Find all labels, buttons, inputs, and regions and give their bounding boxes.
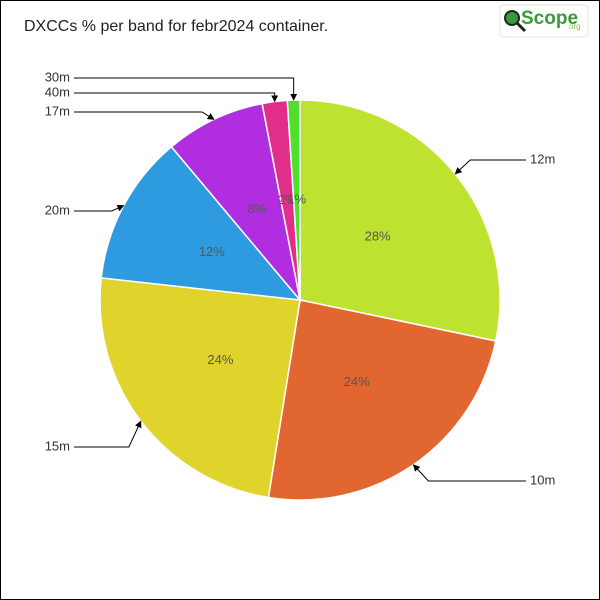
leader-line — [74, 204, 125, 212]
slice-label: 8% — [248, 201, 267, 216]
slice-label: 24% — [207, 352, 233, 367]
slice-label: 2% — [278, 192, 297, 207]
leader-line — [412, 464, 526, 482]
leader-line — [74, 92, 279, 103]
legend-label: 12m — [530, 151, 555, 166]
legend-label: 15m — [45, 438, 70, 453]
logo-text: Scope — [521, 8, 578, 29]
leader-line — [74, 77, 298, 101]
legend-label: 30m — [45, 69, 70, 84]
legend-label: 40m — [45, 84, 70, 99]
leader-line — [74, 111, 215, 120]
slice-label: 12% — [199, 244, 225, 259]
leader-line — [74, 420, 142, 448]
logo-handle — [515, 21, 527, 33]
legend-label: 10m — [530, 472, 555, 487]
logo: Scope org — [499, 4, 589, 38]
slice-label: 1% — [287, 191, 306, 206]
legend-label: 17m — [45, 103, 70, 118]
legend-label: 20m — [45, 202, 70, 217]
chart-title: DXCCs % per band for febr2024 container. — [24, 18, 328, 35]
logo-suffix: org — [569, 22, 581, 31]
logo-lens — [504, 10, 520, 26]
leader-line — [454, 159, 526, 175]
slice-label: 28% — [365, 228, 391, 243]
slice-label: 24% — [344, 374, 370, 389]
